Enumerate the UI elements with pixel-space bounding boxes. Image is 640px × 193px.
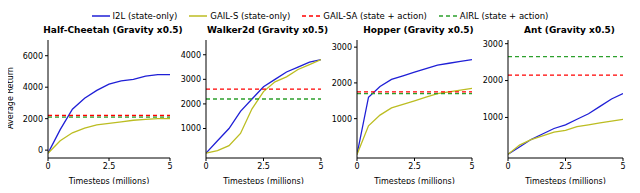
svg-text:2000: 2000 xyxy=(23,115,43,124)
html-text:I2L (state-only): I2L (state-only) xyxy=(112,11,178,21)
svg-text:0: 0 xyxy=(203,162,208,171)
svg-text:0: 0 xyxy=(38,146,43,155)
svg-text:4000: 4000 xyxy=(181,51,201,60)
svg-text:2.5: 2.5 xyxy=(559,162,572,171)
html-text:Hopper (Gravity x0.5): Hopper (Gravity x0.5) xyxy=(363,25,474,35)
svg-text:1000: 1000 xyxy=(181,124,201,133)
svg-text:0: 0 xyxy=(505,162,510,171)
html-text:GAIL-SA (state + action): GAIL-SA (state + action) xyxy=(323,11,427,21)
svg-text:2.5: 2.5 xyxy=(257,162,270,171)
svg-text:3000: 3000 xyxy=(181,75,201,84)
svg-text:5: 5 xyxy=(620,162,625,171)
svg-text:2000: 2000 xyxy=(181,100,201,109)
svg-text:Timesteps (millions): Timesteps (millions) xyxy=(524,177,606,184)
svg-text:0: 0 xyxy=(354,162,359,171)
svg-text:5: 5 xyxy=(469,162,474,171)
svg-text:Average Return: Average Return xyxy=(8,67,15,129)
svg-text:1000: 1000 xyxy=(332,115,352,124)
svg-text:6000: 6000 xyxy=(23,52,43,61)
svg-text:5: 5 xyxy=(167,162,172,171)
svg-text:1000: 1000 xyxy=(483,113,503,122)
svg-text:2000: 2000 xyxy=(332,79,352,88)
svg-text:5: 5 xyxy=(318,162,323,171)
html-text:Half-Cheetah (Gravity x0.5): Half-Cheetah (Gravity x0.5) xyxy=(43,25,183,35)
svg-text:2000: 2000 xyxy=(483,76,503,85)
svg-text:2.5: 2.5 xyxy=(103,162,116,171)
svg-text:4000: 4000 xyxy=(23,83,43,92)
svg-text:Timesteps (millions): Timesteps (millions) xyxy=(222,177,304,184)
svg-text:Timesteps (millions): Timesteps (millions) xyxy=(373,177,455,184)
html-text:GAIL-S (state-only): GAIL-S (state-only) xyxy=(210,11,291,21)
html-text:AIRL (state + action): AIRL (state + action) xyxy=(459,11,549,21)
svg-text:0: 0 xyxy=(45,162,50,171)
html-text:Ant (Gravity x0.5): Ant (Gravity x0.5) xyxy=(524,25,615,35)
svg-text:3000: 3000 xyxy=(332,43,352,52)
svg-text:Timesteps (millions): Timesteps (millions) xyxy=(68,177,150,184)
html-text:Walker2d (Gravity x0.5): Walker2d (Gravity x0.5) xyxy=(207,25,328,35)
svg-text:2.5: 2.5 xyxy=(408,162,421,171)
svg-text:3000: 3000 xyxy=(483,40,503,49)
